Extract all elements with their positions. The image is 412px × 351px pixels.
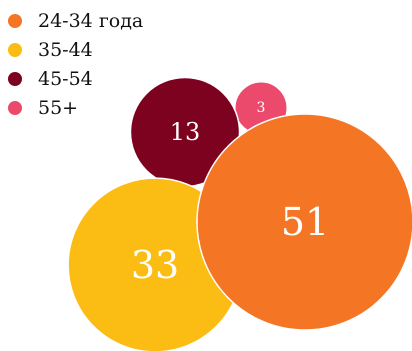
legend-item-55-plus: 55+ [8,93,143,122]
bubble-circle-24-34 [196,113,412,331]
legend-label-24-34: 24-34 года [38,9,144,32]
legend: 24-34 года 35-44 45-54 55+ [8,6,143,122]
bubble-value-24-34: 51 [281,200,329,244]
legend-item-35-44: 35-44 [8,35,143,64]
bubble-value-35-44: 33 [131,243,179,287]
legend-dot-55-plus [8,100,22,115]
legend-label-45-54: 45-54 [38,67,93,90]
bubble-value-45-54: 13 [170,118,201,146]
legend-item-45-54: 45-54 [8,64,143,93]
bubble-24-34: 51 [196,113,412,331]
legend-dot-35-44 [8,42,22,57]
legend-item-24-34: 24-34 года [8,6,143,35]
bubble-value-55-plus: 3 [257,100,266,116]
legend-dot-24-34 [8,13,22,28]
legend-label-35-44: 35-44 [38,38,93,61]
legend-label-55-plus: 55+ [38,96,79,119]
legend-dot-45-54 [8,71,22,86]
